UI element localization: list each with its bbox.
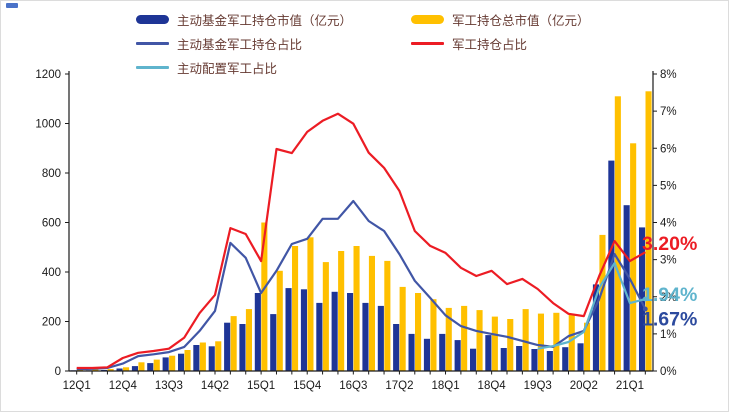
svg-text:800: 800	[42, 168, 61, 180]
svg-text:20Q2: 20Q2	[570, 380, 598, 392]
svg-text:6%: 6%	[660, 143, 677, 155]
line-end-marker	[642, 296, 648, 302]
svg-text:18Q1: 18Q1	[431, 380, 459, 392]
svg-text:19Q3: 19Q3	[524, 380, 552, 392]
bars-total-mv	[76, 91, 652, 372]
legend-label: 军工持仓占比	[452, 38, 528, 52]
annotation-value: 1.67%	[642, 308, 697, 330]
svg-text:12Q4: 12Q4	[109, 380, 138, 392]
legend-label: 主动配置军工占比	[177, 62, 278, 76]
svg-text:1%: 1%	[660, 329, 677, 341]
svg-text:8%: 8%	[660, 69, 677, 81]
legend-item-total-pct: 军工持仓占比	[411, 34, 527, 53]
svg-text:14Q2: 14Q2	[201, 380, 229, 392]
svg-text:0: 0	[55, 366, 61, 378]
active-mv-bar-swatch-icon	[136, 15, 169, 24]
line-alloc-pct	[537, 261, 646, 350]
svg-text:18Q4: 18Q4	[478, 380, 507, 392]
svg-text:200: 200	[42, 317, 61, 329]
legend-label: 军工持仓总市值（亿元）	[452, 14, 590, 28]
svg-text:21Q1: 21Q1	[616, 380, 644, 392]
svg-text:15Q4: 15Q4	[293, 380, 322, 392]
annotations: 3.20% 1.94%1.67%	[642, 233, 697, 330]
legend-label: 主动基金军工持仓市值（亿元）	[177, 14, 353, 28]
svg-text:4%: 4%	[660, 218, 677, 230]
svg-text:1200: 1200	[35, 69, 61, 81]
line-total-pct	[76, 112, 646, 370]
svg-text:13Q3: 13Q3	[155, 380, 183, 392]
annotation-value: 3.20%	[642, 233, 697, 255]
total-mv-bar-swatch-icon	[411, 15, 444, 24]
svg-text:3%: 3%	[660, 255, 677, 267]
axis-tick-labels: 0 200 400 600 800 1000 1200 0% 1% 2% 3% 4% 5% 6% 7% 8% 1…	[35, 69, 676, 392]
axis-ticks	[65, 73, 657, 375]
axes	[68, 71, 654, 372]
svg-text:17Q2: 17Q2	[385, 380, 413, 392]
legend-item-active-mv: 主动基金军工持仓市值（亿元）	[136, 10, 352, 29]
svg-text:15Q1: 15Q1	[247, 380, 275, 392]
legend-item-total-mv: 军工持仓总市值（亿元）	[411, 10, 590, 29]
svg-text:0%: 0%	[660, 366, 677, 378]
line-end-marker	[642, 306, 648, 312]
svg-text:400: 400	[42, 267, 61, 279]
svg-text:2%: 2%	[660, 292, 677, 304]
svg-text:7%: 7%	[660, 106, 677, 118]
active-pct-line-swatch-icon	[136, 42, 169, 45]
total-pct-line-swatch-icon	[411, 42, 444, 45]
alloc-pct-line-swatch-icon	[136, 66, 169, 69]
corner-logo-mark	[6, 3, 18, 8]
chart-legend: 主动基金军工持仓市值（亿元） 军工持仓总市值（亿元） 主动基金军工持仓占比 军工…	[1, 1, 729, 83]
legend-label: 主动基金军工持仓占比	[177, 38, 303, 52]
svg-text:12Q1: 12Q1	[63, 380, 91, 392]
svg-text:5%: 5%	[660, 180, 677, 192]
svg-text:600: 600	[42, 218, 61, 230]
svg-text:1000: 1000	[35, 119, 61, 131]
svg-text:16Q3: 16Q3	[339, 380, 367, 392]
legend-item-active-pct: 主动基金军工持仓占比	[136, 34, 302, 53]
annotation-value: 1.94%	[642, 284, 697, 306]
legend-item-alloc-pct: 主动配置军工占比	[136, 58, 277, 77]
